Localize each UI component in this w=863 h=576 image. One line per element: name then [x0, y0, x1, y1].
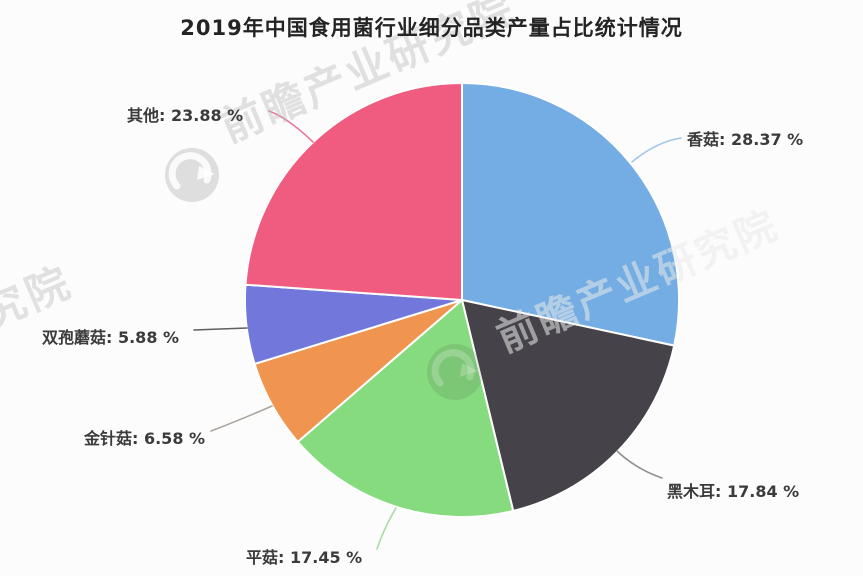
leader-line-2 [376, 507, 397, 550]
slice-label-xianggu: 香菇: 28.37 % [687, 130, 804, 149]
pie-slice-2 [296, 299, 515, 518]
chart-title: 2019年中国食用菌行业细分品类产量占比统计情况 [180, 16, 683, 40]
leader-line-0 [631, 137, 682, 163]
pie-slice-0 [461, 82, 681, 347]
leader-line-1 [616, 450, 663, 479]
pie-slice-5 [244, 82, 463, 301]
leader-line-3 [210, 405, 273, 432]
leader-line-4 [193, 327, 248, 331]
slice-label-jinzhengu: 金针菇: 6.58 % [84, 429, 206, 448]
leader-line-5 [268, 110, 314, 143]
slice-label-shuangbaomogu: 双孢蘑菇: 5.88 % [42, 328, 180, 347]
slice-label-pinggu: 平菇: 17.45 % [246, 548, 363, 567]
slice-label-qita: 其他: 23.88 % [127, 106, 244, 125]
slice-label-heimuer: 黑木耳: 17.84 % [667, 482, 800, 501]
